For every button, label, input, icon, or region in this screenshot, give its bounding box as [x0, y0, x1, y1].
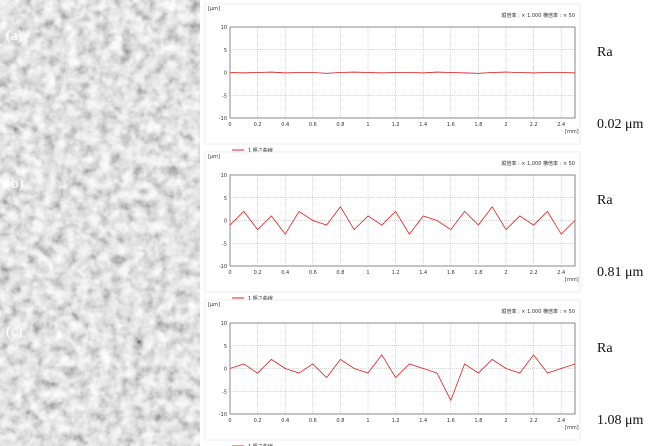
- x-tick-label: 2: [504, 270, 507, 276]
- ra-label: Ra: [597, 341, 613, 356]
- x-tick-label: 2: [504, 418, 507, 424]
- scale-note: 縦倍率 : × 1,000 横倍率 : × 50: [501, 308, 575, 315]
- y-tick-label: -10: [219, 412, 227, 418]
- x-tick-label: 2.2: [530, 270, 538, 276]
- x-tick-label: 1.8: [474, 270, 482, 276]
- y-tick-label: 10: [221, 25, 227, 31]
- x-tick-label: 0.4: [281, 418, 289, 424]
- y-axis-label: [μm]: [208, 154, 220, 160]
- y-tick-label: 5: [224, 344, 227, 350]
- y-axis-label: [μm]: [208, 302, 220, 308]
- y-tick-label: 10: [221, 173, 227, 179]
- y-tick-label: -5: [222, 389, 227, 395]
- x-tick-label: 2.4: [557, 122, 565, 128]
- x-tick-label: 2.2: [530, 418, 538, 424]
- y-tick-label: -10: [219, 264, 227, 270]
- x-tick-label: 1.6: [447, 418, 455, 424]
- legend-label: 1 粗さ曲線: [248, 443, 273, 446]
- y-tick-label: 10: [221, 321, 227, 327]
- profile-line: [229, 71, 576, 74]
- x-tick-label: 0: [228, 270, 231, 276]
- x-tick-label: 1.2: [392, 122, 400, 128]
- x-tick-label: 1.8: [474, 122, 482, 128]
- y-tick-label: 0: [224, 219, 227, 225]
- x-tick-label: 1.6: [447, 122, 455, 128]
- sem-image: [0, 148, 200, 296]
- x-axis-label: [mm]: [565, 129, 579, 135]
- x-tick-label: 0.2: [254, 418, 262, 424]
- x-tick-label: 0.8: [336, 122, 344, 128]
- y-tick-label: -10: [219, 116, 227, 122]
- x-tick-label: 1.6: [447, 270, 455, 276]
- y-tick-label: -5: [222, 241, 227, 247]
- legend-label: 1 粗さ曲線: [248, 295, 273, 302]
- panel-label: (b): [6, 176, 24, 192]
- x-tick-label: 0.6: [309, 418, 317, 424]
- x-tick-label: 0: [228, 122, 231, 128]
- ra-value: 0.02 μm: [597, 117, 644, 132]
- y-tick-label: 0: [224, 367, 227, 373]
- x-tick-label: 2: [504, 122, 507, 128]
- panel-label: (a): [6, 28, 23, 44]
- x-tick-label: 1.2: [392, 418, 400, 424]
- y-axis-label: [μm]: [208, 6, 220, 12]
- ra-label: Ra: [597, 45, 613, 60]
- x-tick-label: 2.2: [530, 122, 538, 128]
- ra-label: Ra: [597, 193, 613, 208]
- x-tick-label: 2.4: [557, 270, 565, 276]
- x-tick-label: 0.8: [336, 270, 344, 276]
- ra-value: 1.08 μm: [597, 413, 644, 428]
- x-tick-label: 0.6: [309, 122, 317, 128]
- x-tick-label: 1.4: [419, 122, 427, 128]
- legend-label: 1 粗さ曲線: [248, 147, 273, 154]
- y-tick-label: 5: [224, 48, 227, 54]
- sem-image: [0, 0, 200, 148]
- x-tick-label: 1: [366, 270, 369, 276]
- y-tick-label: -5: [222, 93, 227, 99]
- y-tick-label: 5: [224, 196, 227, 202]
- sem-image: [0, 296, 200, 446]
- x-tick-label: 0.8: [336, 418, 344, 424]
- x-tick-label: 1.4: [419, 418, 427, 424]
- x-axis-label: [mm]: [565, 425, 579, 431]
- x-tick-label: 0.2: [254, 122, 262, 128]
- panel-label: (c): [6, 324, 23, 340]
- x-tick-label: 0: [228, 418, 231, 424]
- x-tick-label: 1.8: [474, 418, 482, 424]
- x-tick-label: 0.4: [281, 122, 289, 128]
- x-tick-label: 0.4: [281, 270, 289, 276]
- x-tick-label: 1.4: [419, 270, 427, 276]
- x-tick-label: 0.2: [254, 270, 262, 276]
- x-tick-label: 1: [366, 418, 369, 424]
- profile-line: [229, 354, 576, 402]
- scale-note: 縦倍率 : × 1,000 横倍率 : × 50: [501, 160, 575, 167]
- y-tick-label: 0: [224, 71, 227, 77]
- x-tick-label: 1: [366, 122, 369, 128]
- ra-value: 0.81 μm: [597, 265, 644, 280]
- x-tick-label: 2.4: [557, 418, 565, 424]
- x-tick-label: 1.2: [392, 270, 400, 276]
- x-tick-label: 0.6: [309, 270, 317, 276]
- profile-line: [229, 206, 576, 235]
- x-axis-label: [mm]: [565, 277, 579, 283]
- scale-note: 縦倍率 : × 1,000 横倍率 : × 50: [501, 12, 575, 19]
